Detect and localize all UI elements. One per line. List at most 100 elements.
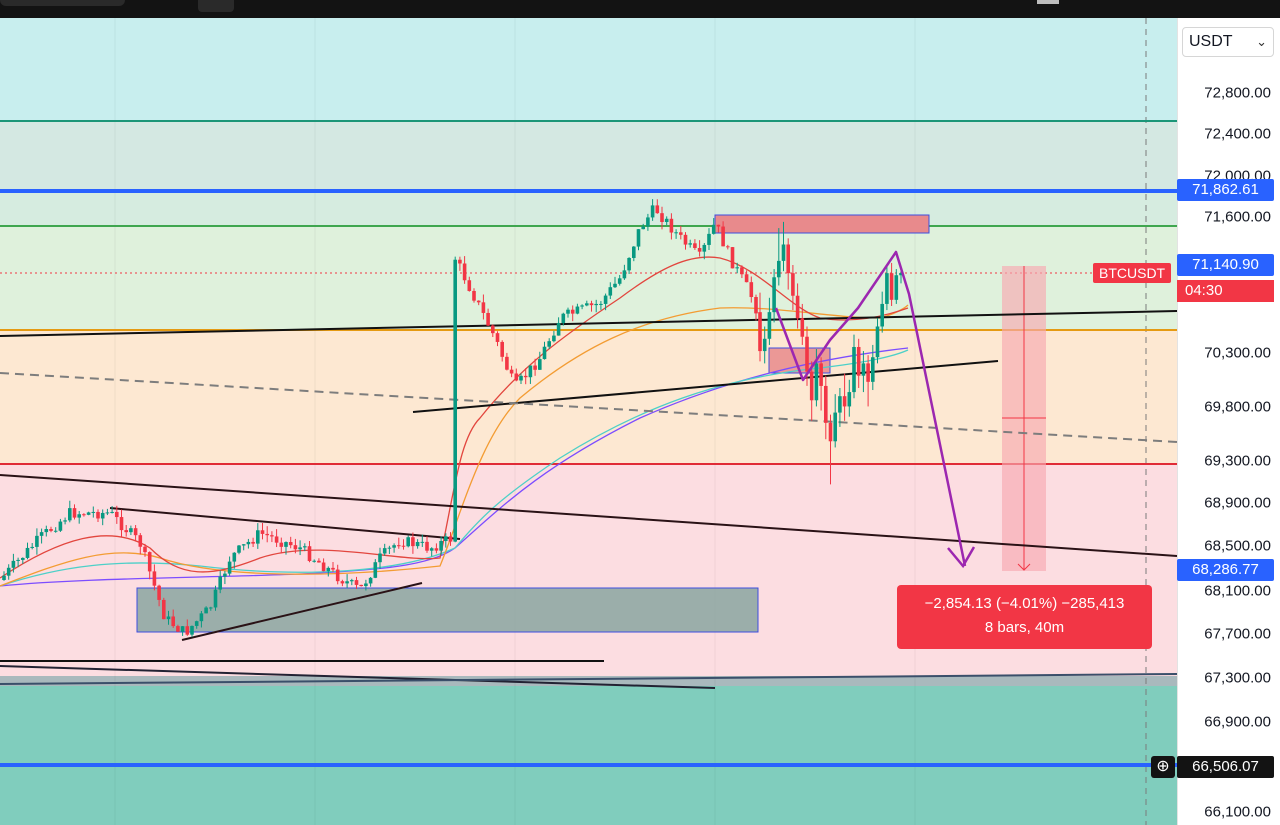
candle-body [44,529,49,533]
candle-body [641,226,645,230]
candle-body [476,300,481,303]
candle-body [72,508,77,518]
candle-body [119,517,124,531]
currency-select[interactable]: USDT ⌄ [1182,27,1274,57]
candle-body [758,312,762,352]
candle-body [241,544,246,546]
plus-icon[interactable]: ⊕ [1151,756,1175,778]
candle-body [491,325,495,334]
candle-body [828,422,833,442]
trendline-wedge-bottom [181,582,423,641]
candle-body [824,385,828,423]
candle-body [523,375,528,378]
candle-body [842,396,847,407]
candle-body [580,305,584,307]
candle-body [444,536,448,541]
candle-body [298,547,302,550]
candle-body [213,589,218,608]
candle-body [373,562,378,578]
candle-body [509,369,514,374]
candle-body [82,514,86,516]
candle-body [880,303,884,327]
candle-body [58,521,63,531]
candle-body [49,529,53,531]
candle-body [204,607,208,614]
candle-body [749,282,754,298]
toolbar-button[interactable] [198,0,234,12]
candle-body [11,560,16,568]
candle-body [603,295,608,304]
candle-body [570,309,575,314]
candle-body [317,560,321,563]
candle-body [270,535,274,537]
candle-body [152,571,157,586]
candle-body [321,562,326,572]
candle-body [500,341,504,357]
candle-body [420,541,425,543]
candle-body [397,545,401,547]
candle-body [646,217,650,227]
candle-body [726,246,730,248]
zone-green [0,226,1177,330]
candle-body [190,625,194,635]
candle-body [185,626,190,635]
candle-body [866,363,870,382]
candle-body [439,540,443,551]
candle-body [232,552,237,562]
candle-body [533,365,537,370]
candle-body [335,569,340,582]
candle-body [875,326,880,358]
candle-body [786,244,790,274]
candle-body [462,263,467,281]
candle-body [608,287,613,296]
candle-body [514,373,519,381]
candle-body [679,232,683,235]
candle-body [21,557,25,560]
candle-body [68,508,72,521]
price-tick-label: 66,100.00 [1204,803,1271,821]
candle-body [345,581,349,584]
candle-body [622,270,627,279]
candle-body [889,273,894,300]
search-field-edge[interactable] [0,0,125,6]
candle-body [632,246,636,258]
candle-body [256,530,260,544]
price-tick-label: 71,600.00 [1204,208,1271,226]
candle-body [100,512,105,519]
measure-duration: 8 bars, 40m [984,619,1065,636]
chart-area[interactable] [0,18,1177,825]
price-tick-label: 67,700.00 [1204,625,1271,643]
candle-body [143,546,147,553]
candle-body [115,511,119,518]
candle-body [350,580,354,582]
candle-body [542,346,547,360]
candle-body [392,545,396,548]
price-axis[interactable]: 72,800.00 72,400.00 72,000.00 71,600.00 70,3… [1177,18,1280,825]
zone-grey [0,676,1177,686]
candle-body [194,621,199,626]
candle-body [636,229,641,247]
candle-body [495,333,500,342]
candle-body [871,357,875,382]
candle-body [53,530,58,532]
candle-body [547,341,551,347]
candle-body [664,218,669,222]
layout-icon[interactable] [1037,0,1059,4]
trendline-upper [0,310,1177,337]
candle-body [378,553,382,563]
candle-body [110,511,114,513]
candle-body [312,560,316,562]
candle-body [387,547,392,549]
candle-body [35,535,39,547]
demand-zone-box [136,587,759,633]
candle-body [711,224,716,234]
candle-body [25,547,30,558]
candle-body [171,616,175,627]
candle-body [528,365,533,378]
candle-body [39,532,44,536]
price-tick-label: 70,300.00 [1204,344,1271,362]
candle-body [589,303,594,306]
candle-body [223,573,227,577]
candle-body [415,542,420,547]
candle-body [538,359,542,370]
